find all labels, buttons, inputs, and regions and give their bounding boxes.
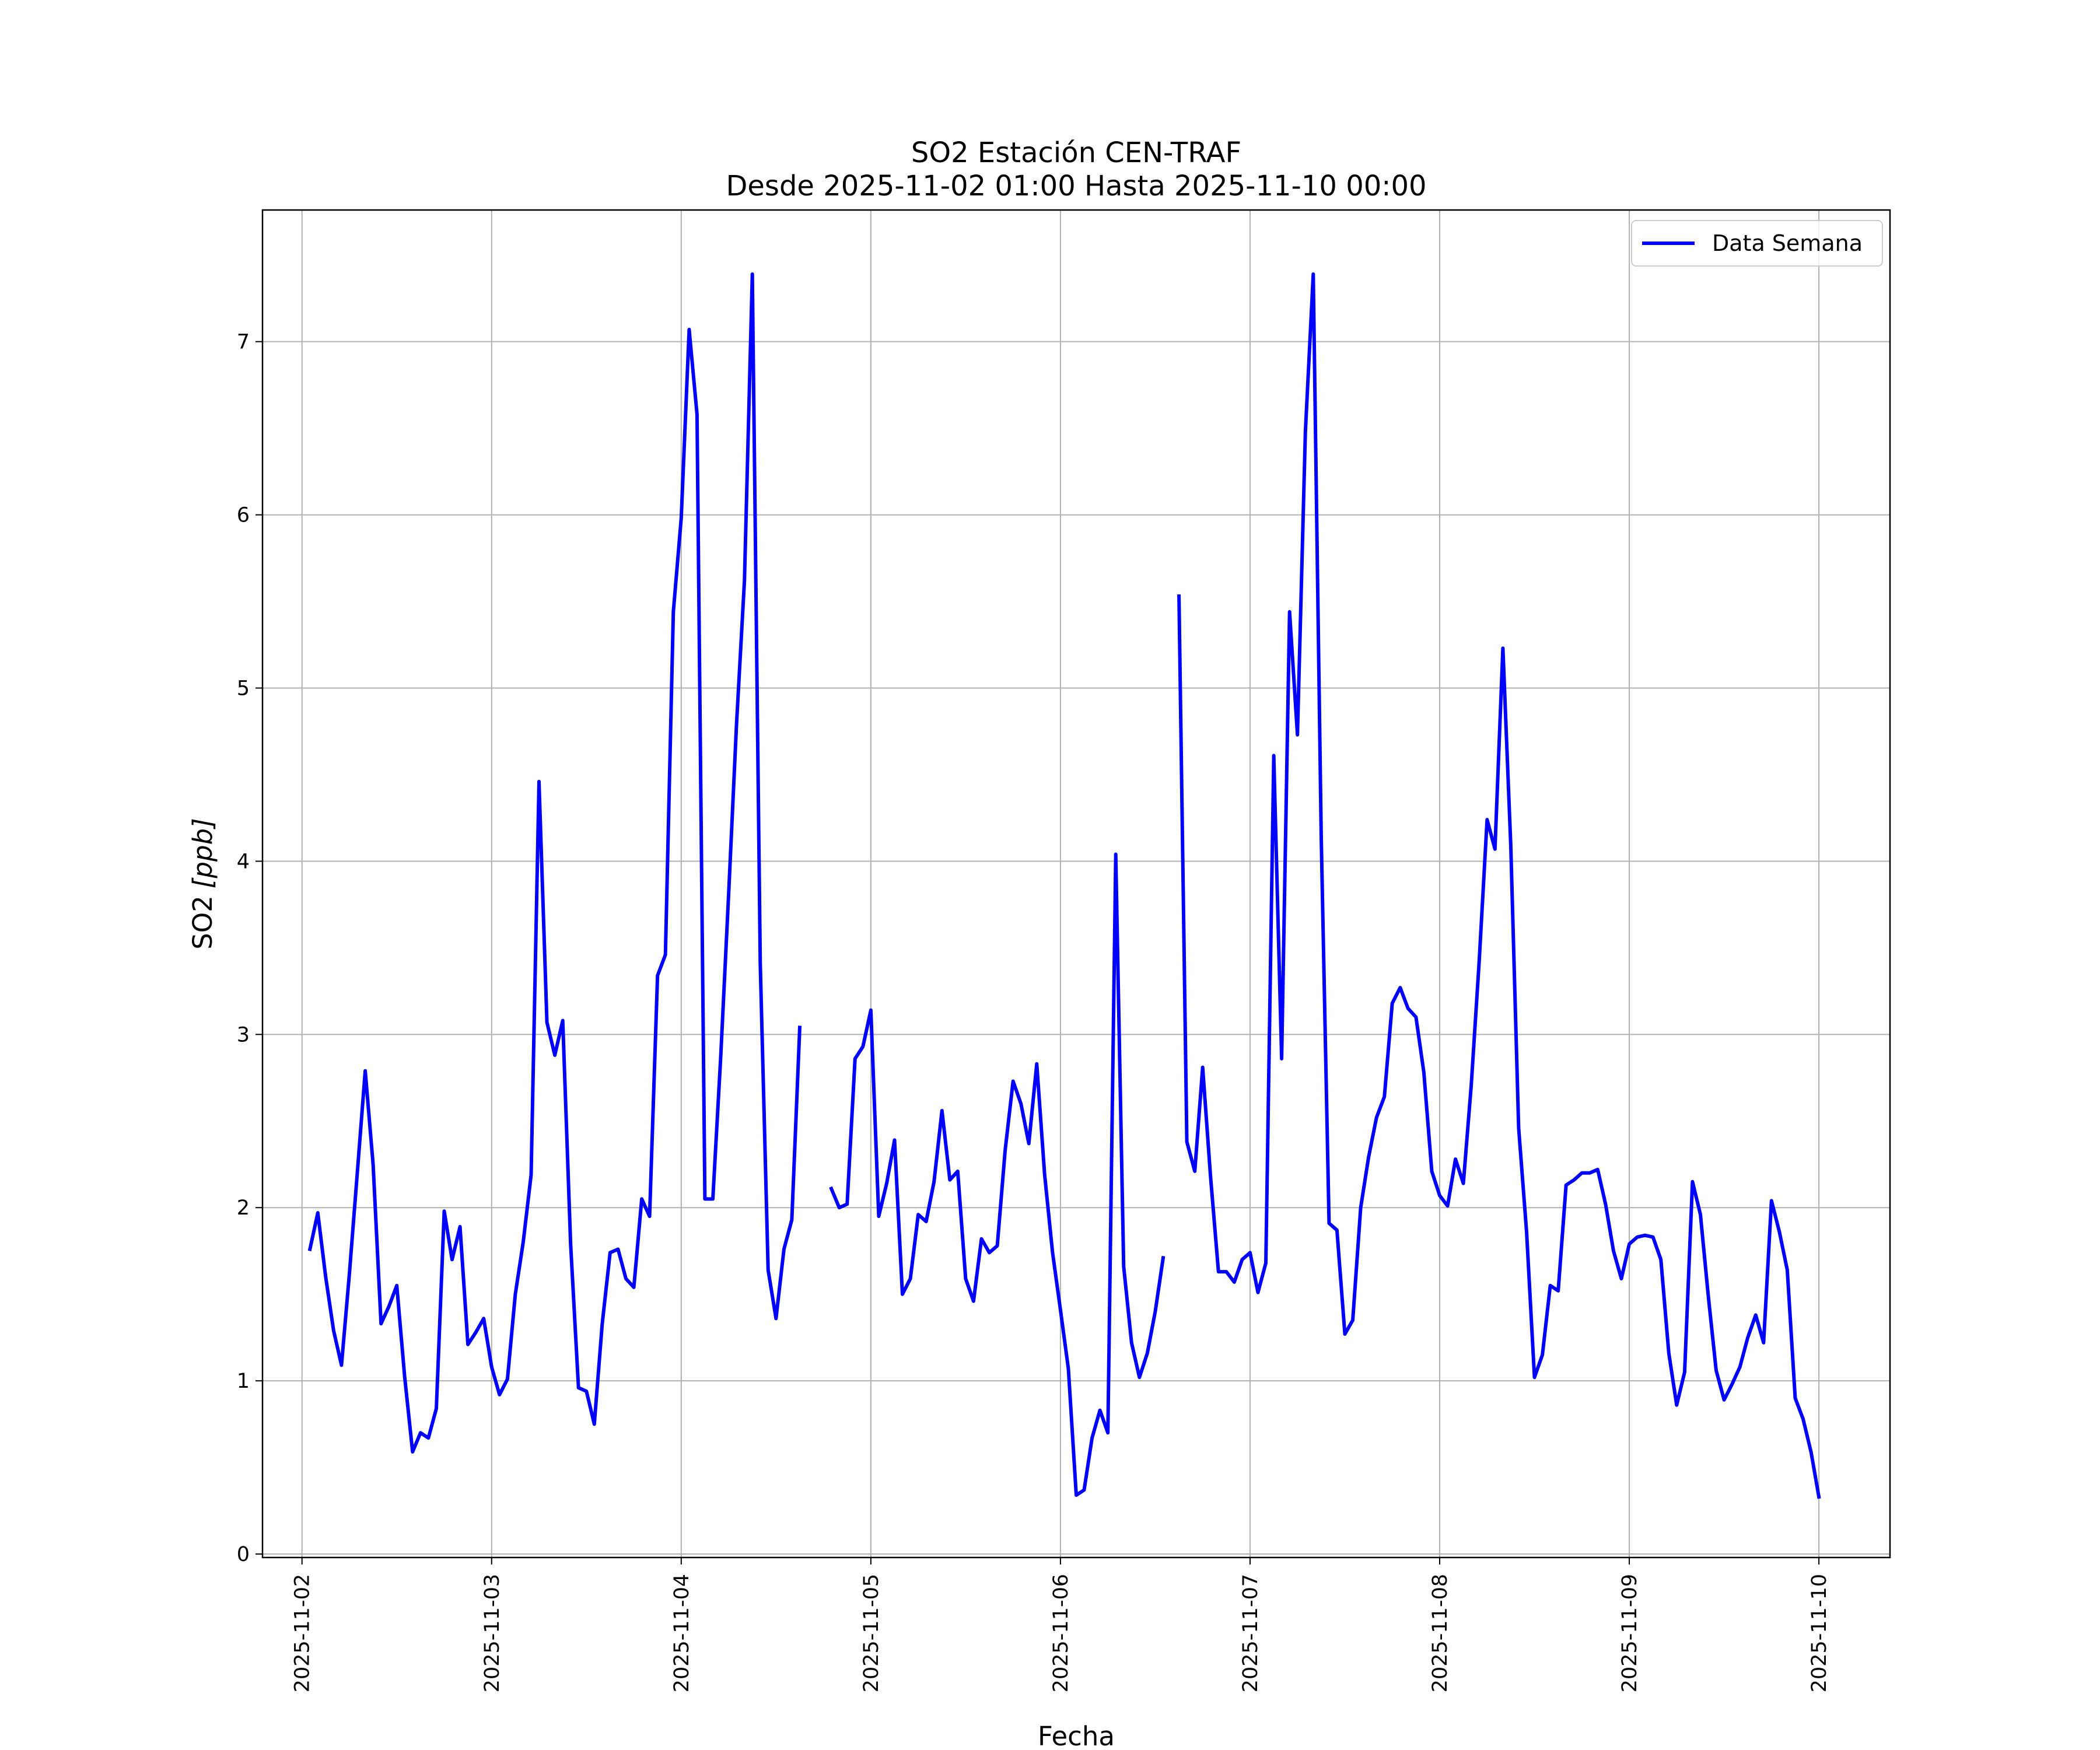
y-tick-label: 4 bbox=[237, 850, 250, 873]
chart-title: SO2 Estación CEN-TRAF bbox=[911, 136, 1241, 169]
x-tick-label: 2025-11-08 bbox=[1429, 1574, 1452, 1692]
series-line-data-semana bbox=[307, 272, 1821, 1499]
x-tick-label: 2025-11-07 bbox=[1239, 1574, 1262, 1692]
legend: Data Semana bbox=[1631, 220, 1883, 267]
plot-frame bbox=[261, 209, 1891, 1559]
x-tick-label: 2025-11-09 bbox=[1618, 1574, 1642, 1692]
x-tick-label: 2025-11-10 bbox=[1808, 1574, 1831, 1692]
x-tick-label: 2025-11-03 bbox=[481, 1574, 504, 1692]
legend-box bbox=[1631, 220, 1883, 267]
y-axis-label: SO2 [ppb] bbox=[187, 818, 218, 949]
x-tick-label: 2025-11-06 bbox=[1049, 1574, 1073, 1692]
y-axis-label-unit: [ppb] bbox=[187, 818, 218, 888]
y-axis-label-quantity: SO2 bbox=[187, 895, 218, 950]
grid-lines bbox=[262, 210, 1890, 1558]
y-tick-label: 2 bbox=[237, 1196, 250, 1220]
y-tick-label: 7 bbox=[237, 331, 250, 354]
y-axis-ticks: 0 1 2 3 4 5 6 7 bbox=[237, 331, 262, 1566]
x-tick-label: 2025-11-04 bbox=[670, 1574, 694, 1692]
y-tick-label: 1 bbox=[237, 1370, 250, 1393]
series-layer bbox=[307, 272, 1821, 1499]
x-axis-label: Fecha bbox=[1038, 1721, 1115, 1750]
legend-label-data-semana: Data Semana bbox=[1712, 230, 1863, 256]
x-tick-label: 2025-11-02 bbox=[291, 1574, 314, 1692]
y-tick-label: 5 bbox=[237, 677, 250, 700]
x-tick-label: 2025-11-05 bbox=[860, 1574, 883, 1692]
y-tick-label: 3 bbox=[237, 1023, 250, 1046]
chart-subtitle: Desde 2025-11-02 01:00 Hasta 2025-11-10 … bbox=[726, 170, 1426, 202]
y-tick-label: 0 bbox=[237, 1543, 250, 1566]
x-axis-ticks: 2025-11-02 2025-11-03 2025-11-04 2025-11-05… bbox=[291, 1558, 1831, 1692]
y-tick-label: 6 bbox=[237, 504, 250, 527]
